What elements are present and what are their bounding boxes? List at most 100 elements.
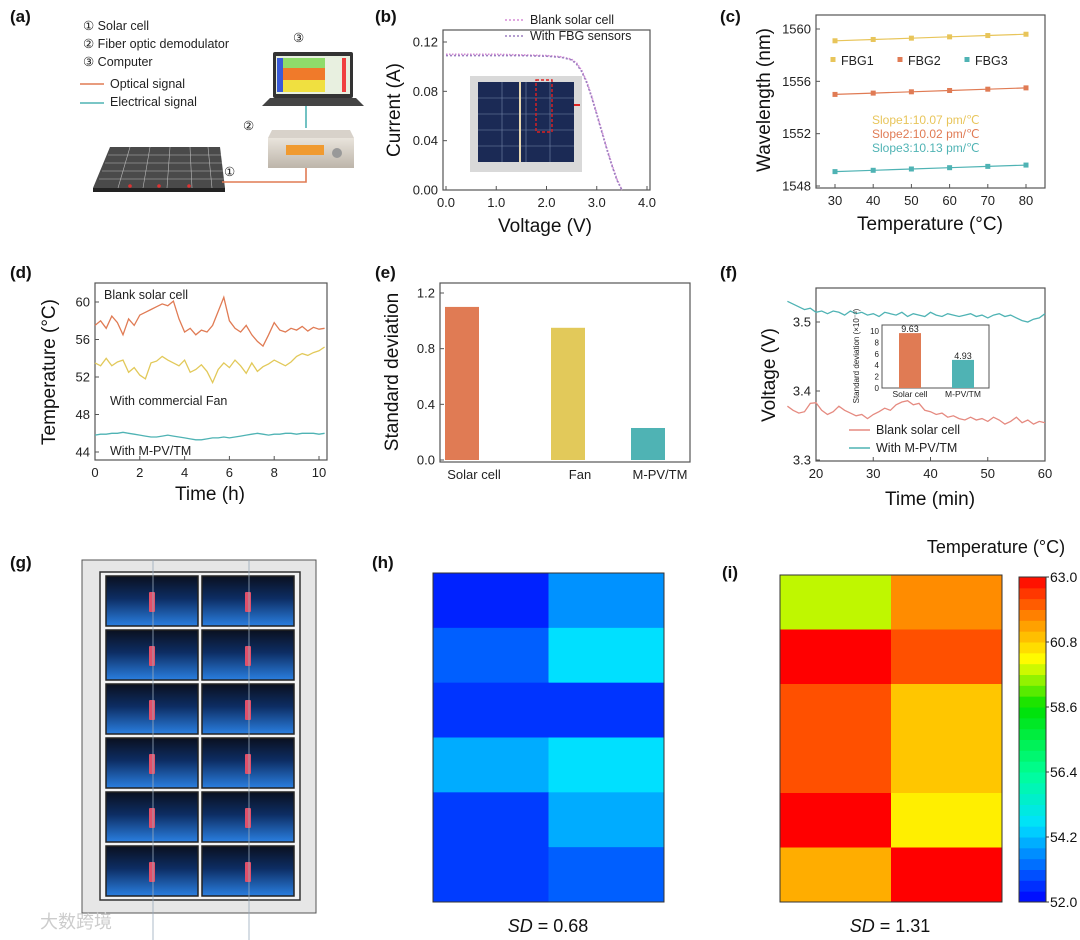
colorbar-tick-label: 60.8 (1050, 634, 1077, 650)
panel-label-a: (a) (10, 7, 31, 26)
heatmap-frame (779, 574, 1003, 903)
y-tick-label: 1.2 (417, 286, 435, 301)
y-tick-label: 56 (76, 332, 90, 347)
data-point (985, 33, 991, 39)
plot-frame (815, 14, 1046, 189)
sd-caption: SD = 1.31 (850, 916, 931, 936)
colorbar-segment (1019, 652, 1046, 665)
marker-2: ② (243, 119, 254, 133)
data-point (908, 89, 914, 95)
heatmap-cell (891, 629, 1003, 685)
inset-y-tick-label: 6 (875, 350, 880, 359)
legend-label: Blank solar cell (530, 13, 614, 27)
y-tick-label: 48 (76, 407, 90, 422)
solar-cell (201, 629, 295, 681)
colorbar-segment (1019, 674, 1046, 686)
data-point (832, 38, 838, 44)
series-label: Blank solar cell (104, 288, 188, 302)
sd-caption: SD = 0.68 (508, 916, 589, 936)
x-axis-title: Voltage (V) (498, 216, 592, 237)
y-tick-label: 1552 (782, 126, 811, 141)
y-tick-label: 1560 (782, 22, 811, 37)
solar-cell (105, 629, 199, 681)
legend-label: FBG1 (841, 54, 874, 68)
colorbar-segment (1019, 631, 1046, 643)
colorbar-segment (1019, 707, 1046, 719)
colorbar-segment (1019, 847, 1046, 860)
heatmap-cell (780, 793, 892, 848)
colorbar-segment (1019, 880, 1046, 892)
y-tick-label: 0.0 (417, 453, 435, 468)
series-line (94, 431, 325, 441)
heatmap-cell (548, 847, 665, 903)
plot-frame (94, 282, 328, 461)
colorbar-segment (1019, 739, 1046, 751)
heatmap-cell (548, 627, 665, 684)
colorbar-segment (1019, 837, 1046, 849)
fbg-sensor (149, 646, 155, 666)
heatmap-cell (433, 573, 549, 629)
colorbar-tick-label: 63.0 (1050, 569, 1077, 585)
panel-a-schematic: ① Solar cell ② Fiber optic demodulator ③… (80, 19, 364, 192)
legend-solar-cell: ① Solar cell (83, 19, 149, 33)
inset-category-label: Solar cell (893, 389, 928, 399)
marker-3: ③ (293, 31, 304, 45)
legend-computer: ③ Computer (83, 55, 153, 69)
y-tick-label: 0.4 (417, 397, 435, 412)
x-tick-label: 2 (136, 465, 143, 480)
fbg-highlight-box (535, 79, 553, 133)
x-tick-label: 1.0 (487, 195, 505, 210)
colorbar-segment (1019, 685, 1046, 697)
colorbar-segment (1019, 717, 1046, 730)
x-category-label: M-PV/TM (633, 467, 688, 482)
heatmap-cell (780, 575, 892, 630)
fbg-sensor (245, 862, 251, 882)
data-point (832, 91, 838, 97)
y-tick-label: 52 (76, 370, 90, 385)
chart-e: 0.0 0.4 0.8 1.2 Standard deviation Solar cell… (382, 282, 691, 482)
data-point (947, 87, 953, 93)
legend-label: FBG2 (908, 54, 941, 68)
panel-label-d: (d) (10, 263, 32, 282)
inset-y-tick-label: 10 (870, 327, 879, 336)
colorbar-segment (1019, 696, 1046, 708)
data-point (870, 167, 876, 173)
colorbar-segment (1019, 598, 1046, 610)
watermark: 大数跨境 (40, 912, 112, 932)
fit-line-FBG3 (834, 164, 1027, 173)
x-axis-title: Time (h) (175, 484, 245, 505)
colorbar-segment (1019, 804, 1046, 816)
heatmap-cell (548, 682, 665, 738)
data-point (947, 165, 953, 171)
data-point (1023, 31, 1029, 37)
fbg-sensor (245, 808, 251, 828)
colorbar-segment (1019, 826, 1046, 838)
bar-m-pv-tm (631, 427, 665, 460)
x-tick-label: 70 (981, 193, 995, 208)
inset-category-label: M-PV/TM (945, 389, 981, 399)
series-line (94, 295, 325, 348)
optical-signal-line (222, 168, 307, 183)
inset-bar-chart: 0 2 4 6 8 10 9.63 Solar cell 4.93 M-PV/TM Standard… (852, 308, 990, 403)
series-line (787, 400, 1046, 425)
heatmap-cell (891, 738, 1003, 794)
inset-value-label: 9.63 (901, 324, 919, 334)
colorbar-segment (1019, 728, 1046, 740)
inset-bar (899, 333, 921, 388)
y-tick-label: 0.12 (413, 35, 438, 50)
y-axis-title: Current (A) (384, 63, 405, 157)
fbg-sensor (245, 646, 251, 666)
x-tick-label: 60 (942, 193, 956, 208)
legend-electrical-signal: Electrical signal (110, 95, 197, 109)
colorbar-segment (1019, 663, 1046, 675)
legend-label: With FBG sensors (530, 29, 631, 43)
colorbar-segment (1019, 577, 1046, 589)
data-point (870, 36, 876, 42)
y-tick-label: 0.8 (417, 341, 435, 356)
colorbar-segment (1019, 587, 1046, 600)
x-tick-label: 0.0 (437, 195, 455, 210)
colorbar-segment (1019, 620, 1046, 632)
x-tick-label: 10 (312, 465, 326, 480)
chart-c: 30 40 50 60 70 80 1548 1552 1556 1560 Temperature … (754, 14, 1046, 235)
